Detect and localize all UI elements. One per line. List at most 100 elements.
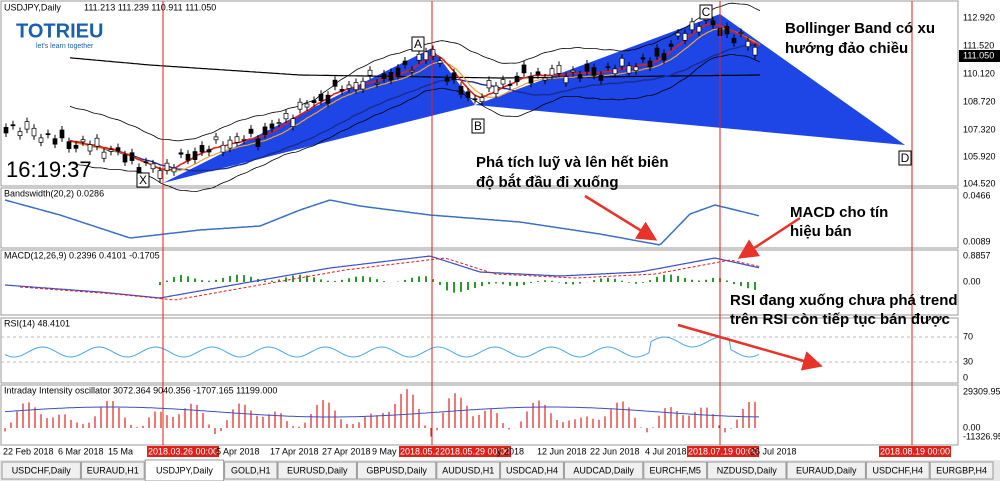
tab-label[interactable]: GOLD,H1 xyxy=(231,465,271,475)
pattern-label: B xyxy=(474,119,482,133)
candle-body xyxy=(24,121,30,130)
tab-label[interactable]: EURAUD,Daily xyxy=(796,465,857,475)
candle-body xyxy=(402,60,408,66)
candle-body xyxy=(731,38,737,44)
time-marker xyxy=(879,446,951,457)
time-label: 26 Jul 2018 xyxy=(750,446,797,456)
time-label: 2018.03.26 00:00 xyxy=(148,446,218,456)
price-label: 107.320 xyxy=(963,124,996,134)
pattern-label-box xyxy=(411,36,425,52)
panel-axis-label: 70 xyxy=(963,331,973,341)
tab[interactable] xyxy=(865,461,930,480)
candle-body xyxy=(430,49,436,57)
panel-label: MACD(12,26,9) 0.2396 0.4101 -0.1705 xyxy=(4,250,160,260)
tab-label[interactable]: AUDCAD,Daily xyxy=(573,465,634,475)
pattern-label-box xyxy=(898,150,912,166)
tab-label[interactable]: EURAUD,H1 xyxy=(87,465,139,475)
candle-body xyxy=(752,46,758,56)
candle-body xyxy=(129,152,135,161)
indicator-line xyxy=(69,22,761,171)
annotation: hướng đảo chiều xyxy=(785,40,908,57)
candle-body xyxy=(598,75,604,81)
time-marker xyxy=(399,446,471,457)
tab[interactable] xyxy=(277,461,357,480)
panel-label: Intraday Intensity oscillator 3072.364 9… xyxy=(4,385,277,395)
candle-body xyxy=(339,89,345,92)
candle-body xyxy=(465,91,471,98)
tab-label[interactable]: EURUSD,Daily xyxy=(287,465,348,475)
candle-body xyxy=(451,72,457,80)
tab[interactable] xyxy=(786,461,866,480)
candle-body xyxy=(367,69,373,76)
candle-body xyxy=(150,163,156,170)
current-price-box xyxy=(959,50,1000,62)
candle-body xyxy=(444,78,450,82)
time-marker xyxy=(439,446,511,457)
candle-body xyxy=(570,69,576,73)
panel-axis-label: 0.8857 xyxy=(963,250,991,260)
candle-body xyxy=(591,67,597,76)
candle-body xyxy=(234,136,240,143)
rsi-line xyxy=(4,336,760,358)
tab[interactable] xyxy=(643,461,708,480)
tab-label[interactable]: USDCHF,H4 xyxy=(873,465,924,475)
pattern-bcd xyxy=(475,14,905,145)
candle-body xyxy=(290,118,296,127)
tab-label[interactable]: USDJPY,Daily xyxy=(156,465,213,475)
time-label: 12 Jun 2018 xyxy=(537,446,587,456)
candle-body xyxy=(738,32,744,34)
plot-area xyxy=(1,1,958,445)
ohlc: 111.213 111.239 110.911 111.050 xyxy=(84,2,216,12)
time-marker xyxy=(687,446,759,457)
tab-label[interactable]: EURGBP,H4 xyxy=(936,465,987,475)
annotation: hiệu bán xyxy=(790,223,852,240)
tab[interactable] xyxy=(80,461,145,480)
candle-body xyxy=(115,147,121,152)
candle-body xyxy=(143,161,149,164)
candle-body xyxy=(304,103,310,108)
panel-axis-label: 0.0466 xyxy=(963,190,991,200)
candle-body xyxy=(17,131,23,137)
tab[interactable] xyxy=(707,461,787,480)
candle-body xyxy=(353,82,359,91)
candle-body xyxy=(458,85,464,95)
tab[interactable] xyxy=(500,461,564,480)
panel-axis-label: 0.00 xyxy=(963,422,981,432)
candle-body xyxy=(276,122,282,125)
tab-label[interactable]: GBPUSD,Daily xyxy=(366,465,427,475)
candle-body xyxy=(437,60,443,64)
time-label: 2018.05.21 00:00 xyxy=(400,446,470,456)
time-label: 2018.07.19 00:00 xyxy=(688,446,758,456)
tab[interactable] xyxy=(436,461,501,480)
candle-body xyxy=(332,79,338,87)
tab-label[interactable]: USDCHF,Daily xyxy=(12,465,72,475)
current-price: 111.050 xyxy=(963,50,994,60)
candle-body xyxy=(675,32,681,37)
tab[interactable] xyxy=(1,461,81,480)
candle-body xyxy=(521,64,527,74)
candle-body xyxy=(507,84,513,86)
candle-body xyxy=(45,133,51,136)
tab[interactable] xyxy=(144,459,225,481)
candle-body xyxy=(416,53,422,61)
price-label: 108.720 xyxy=(963,96,996,106)
tab[interactable] xyxy=(563,461,644,480)
candle-body xyxy=(584,63,590,72)
tab-label[interactable]: USDCAD,H4 xyxy=(506,465,558,475)
annotation: MACD cho tín xyxy=(790,204,888,221)
tab[interactable] xyxy=(224,461,278,480)
time-label: 2018.08.19 00:00 xyxy=(880,446,950,456)
tab-label[interactable]: AUDUSD,H1 xyxy=(442,465,494,475)
price-label: 112.920 xyxy=(963,12,995,22)
tab-label[interactable]: EURCHF,M5 xyxy=(649,465,701,475)
tab[interactable] xyxy=(356,461,437,480)
tab-label[interactable]: NZDUSD,Daily xyxy=(717,465,778,475)
candle-body xyxy=(535,71,541,76)
candle-body xyxy=(108,149,114,152)
panel-frames xyxy=(0,0,959,446)
time-label: y 2018 xyxy=(497,446,524,456)
pattern-label-box xyxy=(136,172,150,188)
candle-body xyxy=(325,94,331,104)
candle-body xyxy=(409,70,415,73)
tab[interactable] xyxy=(929,461,994,480)
